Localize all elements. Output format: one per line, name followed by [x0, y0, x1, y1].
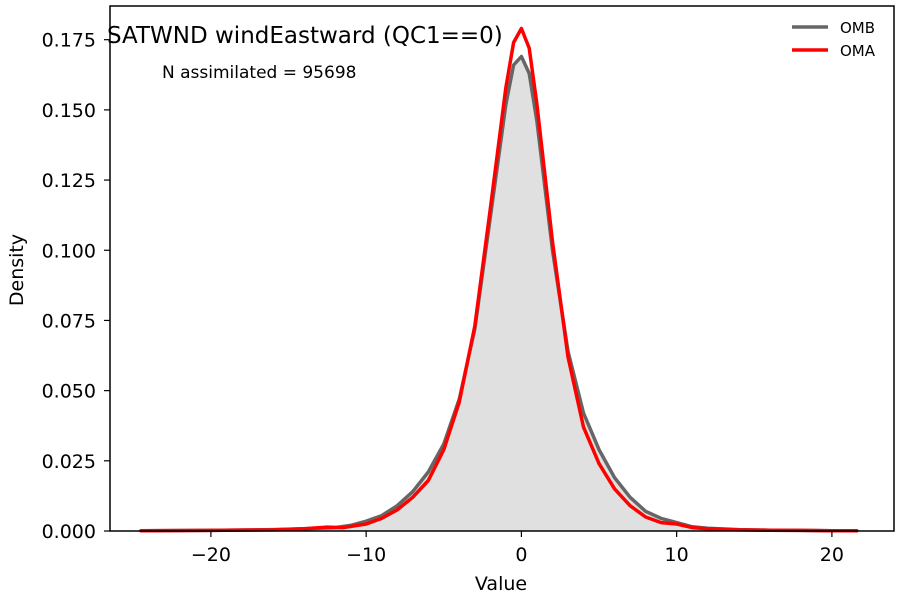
assimilated-count-annotation: N assimilated = 95698 — [162, 63, 356, 83]
legend: OMB OMA — [792, 19, 876, 60]
y-tick-label: 0.150 — [42, 100, 96, 122]
density-area-layer — [141, 56, 857, 531]
y-tick-label: 0.125 — [42, 170, 96, 192]
chart-title: SATWND windEastward (QC1==0) — [107, 23, 503, 49]
y-tick-label: 0.000 — [42, 521, 96, 543]
y-tick-label: 0.050 — [42, 381, 96, 403]
x-axis-label: Value — [475, 573, 527, 595]
plot-frame — [109, 5, 895, 532]
omb-density-fill — [141, 56, 857, 531]
series-line-oma — [139, 26, 859, 533]
y-tick-label: 0.175 — [42, 30, 96, 52]
x-axis-ticks: −20 −10 0 10 20 — [191, 531, 844, 566]
legend-label-omb: OMB — [840, 19, 875, 37]
y-tick-label: 0.075 — [42, 310, 96, 332]
y-tick-label: 0.100 — [42, 240, 96, 262]
legend-label-oma: OMA — [840, 42, 876, 60]
x-tick-label: 0 — [515, 544, 527, 566]
y-axis-ticks: 0.000 0.025 0.050 0.075 0.100 0.125 0.150 0.175 — [42, 30, 110, 543]
y-axis-label: Density — [6, 234, 28, 306]
x-tick-label: 20 — [820, 544, 844, 566]
x-tick-label: 10 — [665, 544, 689, 566]
density-lines-layer — [139, 26, 859, 533]
x-tick-label: −10 — [346, 544, 386, 566]
x-tick-label: −20 — [191, 544, 231, 566]
y-tick-label: 0.025 — [42, 451, 96, 473]
